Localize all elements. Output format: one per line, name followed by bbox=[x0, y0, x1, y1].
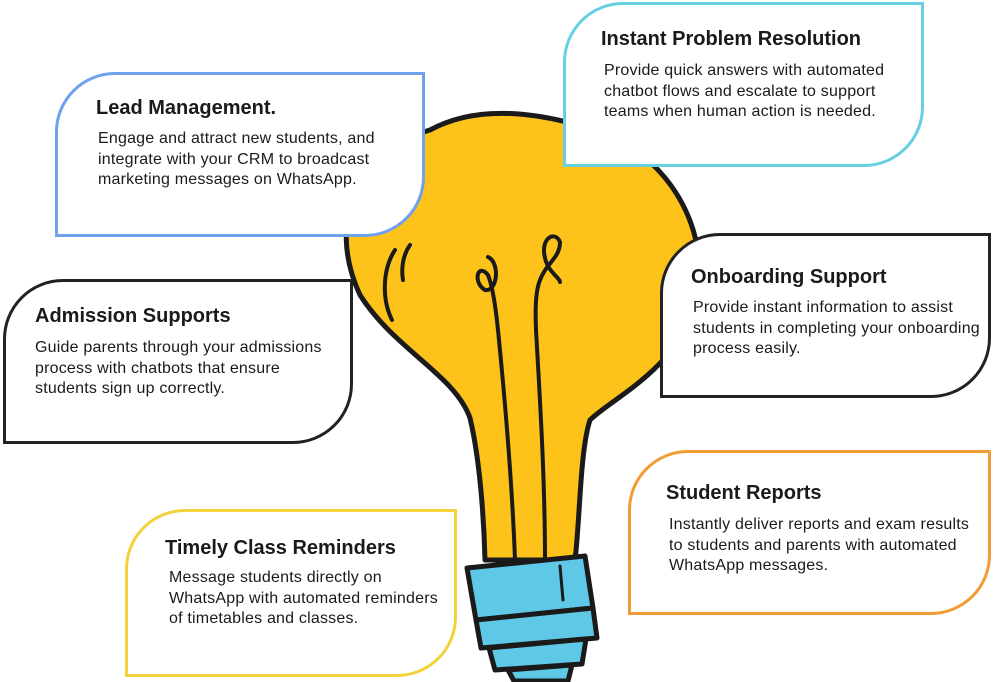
card-description: Provide quick answers with automated cha… bbox=[604, 62, 885, 120]
card-instant-problem-resolution: Instant Problem Resolution Provide quick… bbox=[563, 2, 924, 167]
card-description: Engage and attract new students, and int… bbox=[98, 130, 375, 188]
card-timely-class-reminders: Timely Class Reminders Message students … bbox=[125, 509, 457, 677]
card-title: Onboarding Support bbox=[691, 266, 887, 288]
card-description: Provide instant information to assist st… bbox=[693, 299, 980, 357]
bulb-glass bbox=[343, 110, 702, 563]
bulb-base bbox=[464, 553, 600, 682]
card-title: Instant Problem Resolution bbox=[601, 28, 862, 50]
card-student-reports: Student Reports Instantly deliver report… bbox=[628, 450, 991, 615]
card-admission-supports: Admission Supports Guide parents through… bbox=[3, 279, 353, 444]
card-description: Instantly deliver reports and exam resul… bbox=[669, 516, 970, 574]
card-onboarding-support: Onboarding Support Provide instant infor… bbox=[660, 233, 991, 398]
card-title: Admission Supports bbox=[35, 305, 231, 327]
card-description: Guide parents through your admissions pr… bbox=[35, 339, 322, 397]
bulb-filament bbox=[475, 234, 563, 562]
card-description: Message students directly on WhatsApp wi… bbox=[169, 569, 438, 627]
card-title: Timely Class Reminders bbox=[165, 537, 396, 559]
card-title: Lead Management. bbox=[96, 97, 277, 119]
card-lead-management: Lead Management. Engage and attract new … bbox=[55, 72, 425, 237]
card-title: Student Reports bbox=[666, 482, 822, 504]
